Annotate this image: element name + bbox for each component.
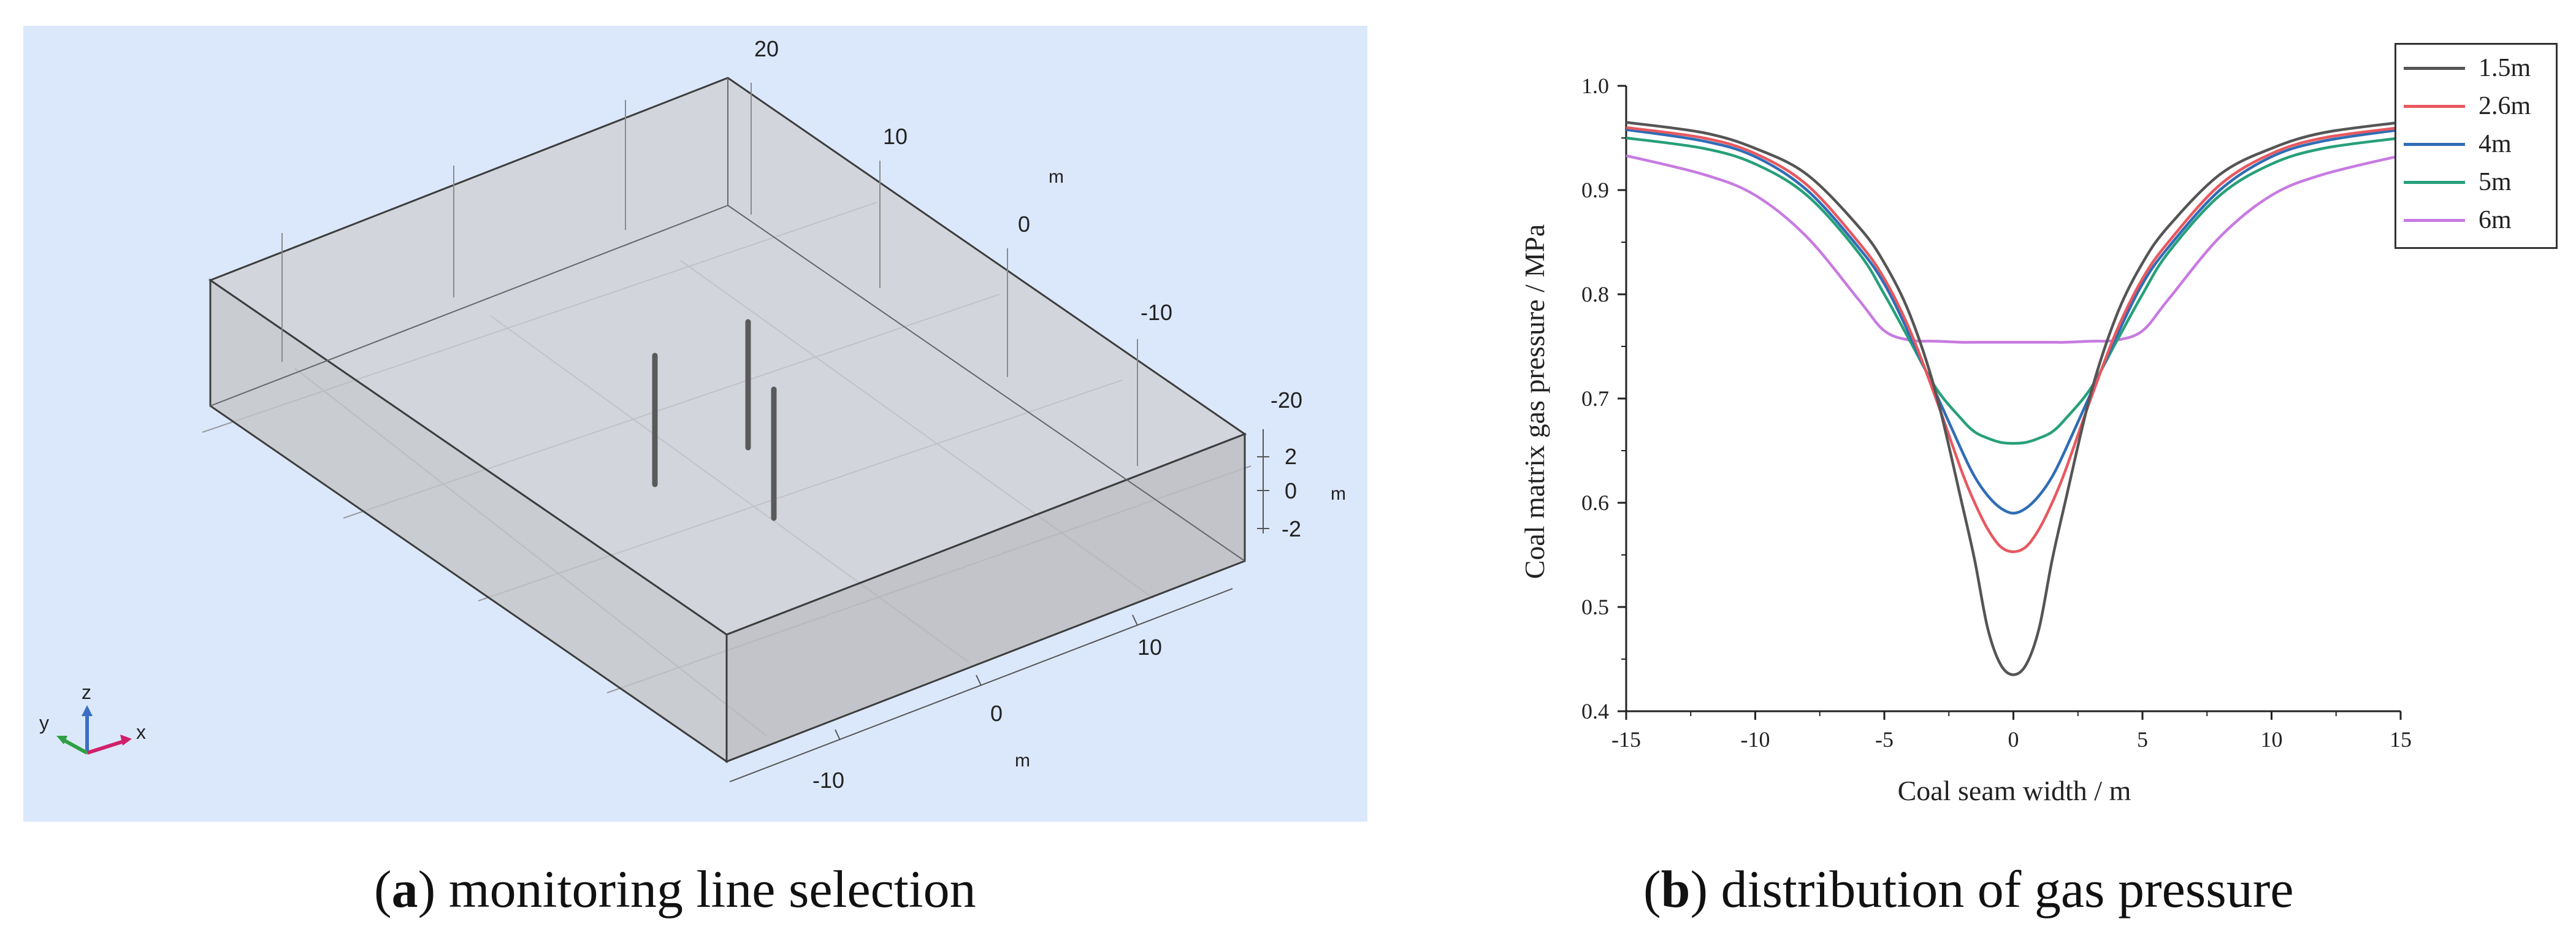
legend-swatch xyxy=(2404,66,2465,70)
x-tick-label: 5 xyxy=(2137,727,2148,752)
y-tick-label: 0.8 xyxy=(1581,282,1609,307)
series-line-6m xyxy=(1626,154,2401,344)
x-axis-ruler xyxy=(729,588,1233,782)
caption-b-letter: b xyxy=(1661,860,1691,918)
y-tick-neg20: -20 xyxy=(1271,388,1302,413)
x-tick-label: 15 xyxy=(2390,727,2412,752)
y-axis-title: Coal matrix gas pressure / MPa xyxy=(1519,224,1550,579)
legend-label: 1.5m xyxy=(2479,54,2531,82)
y-tick-label: 1.0 xyxy=(1581,74,1609,98)
caption-a-text: monitoring line selection xyxy=(448,860,976,918)
chart-legend: 1.5m 2.6m 4m 5m 6m xyxy=(2394,43,2558,249)
legend-label: 2.6m xyxy=(2479,92,2531,120)
z-axis-unit: m xyxy=(1331,484,1346,504)
y-tick-label: 0.4 xyxy=(1581,699,1609,723)
legend-item: 2.6m xyxy=(2404,90,2531,122)
caption-b-text: distribution of gas pressure xyxy=(1721,860,2294,918)
plot-area: -15 -10 -5 0 5 10 15 0.4 0.5 0.6 0.7 0.8 0.9 1.0 xyxy=(1581,74,2412,752)
vertical-grid-marks xyxy=(281,83,1138,466)
legend-item: 1.5m xyxy=(2404,52,2531,84)
z-axis-ticks: 2 0 -2 m xyxy=(1282,444,1346,541)
z-tick-neg2: -2 xyxy=(1282,516,1301,541)
monitoring-lines xyxy=(652,319,777,521)
series-line-2.6m xyxy=(1626,126,2401,554)
caption-a-letter: a xyxy=(391,860,418,918)
caption-a: (a) monitoring line selection xyxy=(374,860,976,918)
y-tick-label: 0.5 xyxy=(1581,595,1609,619)
y-tick-20: 20 xyxy=(754,36,779,61)
series-line-1.5m xyxy=(1626,121,2401,676)
x-tick-label: 10 xyxy=(2261,727,2283,752)
y-tick-label: 0.9 xyxy=(1581,178,1609,202)
legend-label: 4m xyxy=(2479,130,2512,158)
legend-item: 6m xyxy=(2404,204,2512,236)
x-axis-title: Coal seam width / m xyxy=(1898,775,2131,806)
triad-y-arrow xyxy=(60,737,88,755)
x-tick-neg10: -10 xyxy=(812,768,844,793)
coal-seam-box xyxy=(208,77,1247,763)
legend-item: 4m xyxy=(2404,128,2512,160)
legend-label: 6m xyxy=(2479,206,2512,234)
triad-x-label: x xyxy=(136,721,146,743)
legend-swatch xyxy=(2404,180,2465,184)
x-tick-label: -15 xyxy=(1611,727,1641,752)
triad-x-arrow xyxy=(86,739,126,755)
legend-swatch xyxy=(2404,218,2465,222)
y-tick-label: 0.7 xyxy=(1581,386,1609,411)
x-tick-label: -10 xyxy=(1741,727,1770,752)
caption-b: (b) distribution of gas pressure xyxy=(1643,860,2294,918)
y-tick-0: 0 xyxy=(1018,212,1030,237)
series-line-5m xyxy=(1626,136,2401,445)
panel-b-chart: -15 -10 -5 0 5 10 15 0.4 0.5 0.6 0.7 0.8 0.9 1.0 Coal… xyxy=(1380,0,2576,940)
legend-item: 5m xyxy=(2404,166,2512,198)
legend-swatch xyxy=(2404,104,2465,108)
y-axis-ticks: 20 10 0 -10 -20 m xyxy=(754,36,1302,413)
axis-triad: z x y xyxy=(39,681,146,755)
y-tick-label: 0.6 xyxy=(1581,491,1609,515)
series-line-4m xyxy=(1626,128,2401,515)
triad-z-label: z xyxy=(82,681,91,703)
z-tick-0: 0 xyxy=(1285,478,1297,503)
z-axis-ruler xyxy=(1257,429,1269,533)
x-axis-ticks: 10 0 -10 m xyxy=(812,635,1162,793)
gas-pressure-chart: -15 -10 -5 0 5 10 15 0.4 0.5 0.6 0.7 0.8 0.9 1.0 Coal… xyxy=(1519,74,2412,806)
y-tick-10: 10 xyxy=(883,124,908,149)
y-tick-neg10: -10 xyxy=(1141,300,1172,325)
model-viewport: 20 10 0 -10 -20 m 2 0 -2 m 10 xyxy=(23,26,1367,822)
triad-y-label: y xyxy=(39,712,49,734)
x-tick-10: 10 xyxy=(1137,635,1162,660)
x-tick-0: 0 xyxy=(990,701,1003,726)
legend-swatch xyxy=(2404,142,2465,146)
panel-a-3d-model: 20 10 0 -10 -20 m 2 0 -2 m 10 xyxy=(23,26,1367,822)
x-tick-label: 0 xyxy=(2008,727,2019,752)
legend-label: 5m xyxy=(2479,168,2512,196)
y-axis-unit: m xyxy=(1049,167,1064,187)
x-axis-unit: m xyxy=(1015,750,1030,771)
z-tick-2: 2 xyxy=(1285,444,1297,469)
x-tick-label: -5 xyxy=(1875,727,1894,752)
